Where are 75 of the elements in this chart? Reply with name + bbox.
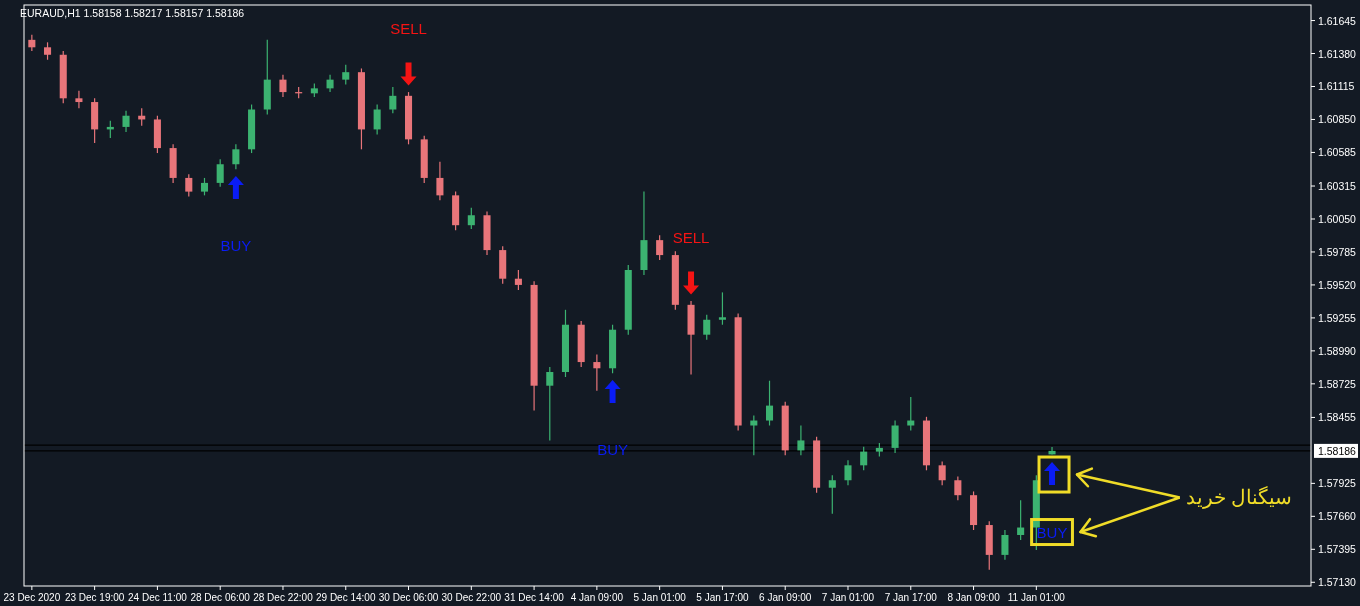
candlestick bbox=[703, 314, 711, 341]
candlestick bbox=[907, 396, 915, 432]
candlestick bbox=[750, 414, 758, 456]
y-tick-label: 1.59785 bbox=[1318, 245, 1357, 258]
candlestick bbox=[844, 459, 852, 486]
x-tick-label: 24 Dec 11:00 bbox=[128, 591, 188, 603]
x-tick-label: 29 Dec 14:00 bbox=[316, 591, 376, 603]
candlestick bbox=[279, 74, 287, 98]
candlestick bbox=[185, 173, 193, 198]
x-tick-label: 5 Jan 01:00 bbox=[633, 591, 687, 603]
y-tick-label: 1.58990 bbox=[1318, 344, 1357, 357]
x-tick-label: 4 Jan 09:00 bbox=[570, 591, 624, 603]
candlestick bbox=[1017, 499, 1025, 541]
candlestick bbox=[232, 143, 240, 170]
y-tick-label: 1.58455 bbox=[1318, 411, 1357, 424]
y-tick-label: 1.60585 bbox=[1318, 146, 1357, 159]
x-tick-label: 6 Jan 09:00 bbox=[759, 591, 812, 603]
candlestick bbox=[216, 158, 224, 188]
y-tick-label: 1.61645 bbox=[1318, 14, 1357, 27]
y-tick-label: 1.60315 bbox=[1318, 180, 1357, 193]
y-tick-label: 1.60850 bbox=[1318, 113, 1357, 126]
candlestick bbox=[718, 291, 726, 326]
y-tick-label: 1.60050 bbox=[1318, 212, 1357, 225]
x-tick-label: 30 Dec 22:00 bbox=[441, 591, 502, 603]
x-tick-label: 28 Dec 06:00 bbox=[190, 591, 251, 603]
point bbox=[400, 62, 417, 86]
x-tick-label: 28 Dec 22:00 bbox=[253, 591, 314, 603]
x-tick-label: 5 Jan 17:00 bbox=[696, 591, 749, 603]
y-tick-label: 1.59520 bbox=[1318, 278, 1357, 291]
text: BUY bbox=[1036, 523, 1068, 541]
point bbox=[604, 379, 621, 403]
point bbox=[683, 271, 700, 295]
candlestick bbox=[938, 460, 946, 486]
x-tick-label: 23 Dec 19:00 bbox=[64, 591, 125, 603]
candlestick bbox=[342, 64, 350, 86]
candlestick bbox=[656, 234, 664, 261]
y-tick-label: 1.57660 bbox=[1318, 510, 1357, 523]
y-tick-label: 1.61380 bbox=[1318, 47, 1357, 60]
y-tick-label: 1.57925 bbox=[1318, 477, 1357, 490]
candlestick bbox=[954, 475, 962, 501]
x-tick-label: 7 Jan 17:00 bbox=[884, 591, 938, 603]
candlestick bbox=[891, 419, 899, 454]
candlestick bbox=[436, 161, 444, 201]
text: BUY bbox=[220, 237, 252, 255]
text: SELL bbox=[390, 19, 427, 37]
y-tick-label: 1.59255 bbox=[1318, 311, 1357, 324]
candlestick bbox=[373, 103, 381, 135]
candlestick bbox=[1001, 529, 1009, 561]
y-tick-label: 1.57130 bbox=[1318, 576, 1357, 589]
ref-line-label: 1.58186 bbox=[1318, 444, 1357, 457]
y-tick-label: 1.57395 bbox=[1318, 543, 1357, 556]
candlestick bbox=[828, 474, 836, 515]
candlestick bbox=[389, 86, 397, 114]
x-tick-label: 31 Dec 14:00 bbox=[504, 591, 565, 603]
x-tick-label: 11 Jan 01:00 bbox=[1007, 591, 1066, 603]
candlestick bbox=[514, 269, 522, 291]
candlestick bbox=[122, 110, 130, 133]
candlestick bbox=[467, 207, 475, 230]
point bbox=[227, 175, 244, 199]
candlestick bbox=[765, 380, 774, 427]
x-tick-label: 8 Jan 09:00 bbox=[947, 591, 1001, 603]
text: BUY bbox=[597, 441, 628, 459]
chart-title: EURAUD,H1 1.58158 1.58217 1.58157 1.58186 bbox=[20, 7, 245, 19]
candlestick bbox=[75, 90, 83, 109]
y-tick-label: 1.61115 bbox=[1318, 80, 1355, 93]
y-tick-label: 1.58725 bbox=[1318, 377, 1357, 390]
candlestick bbox=[860, 446, 868, 471]
series-label: SELL bbox=[672, 228, 710, 246]
x-tick-label: 7 Jan 01:00 bbox=[821, 591, 875, 603]
candlestick bbox=[797, 424, 805, 456]
candlestick bbox=[593, 354, 601, 392]
annotation: سیگنال خرید bbox=[1185, 486, 1293, 510]
x-tick-label: 30 Dec 06:00 bbox=[378, 591, 439, 603]
x-tick-label: 23 Dec 2020 bbox=[3, 591, 61, 603]
candlestick bbox=[546, 366, 554, 442]
